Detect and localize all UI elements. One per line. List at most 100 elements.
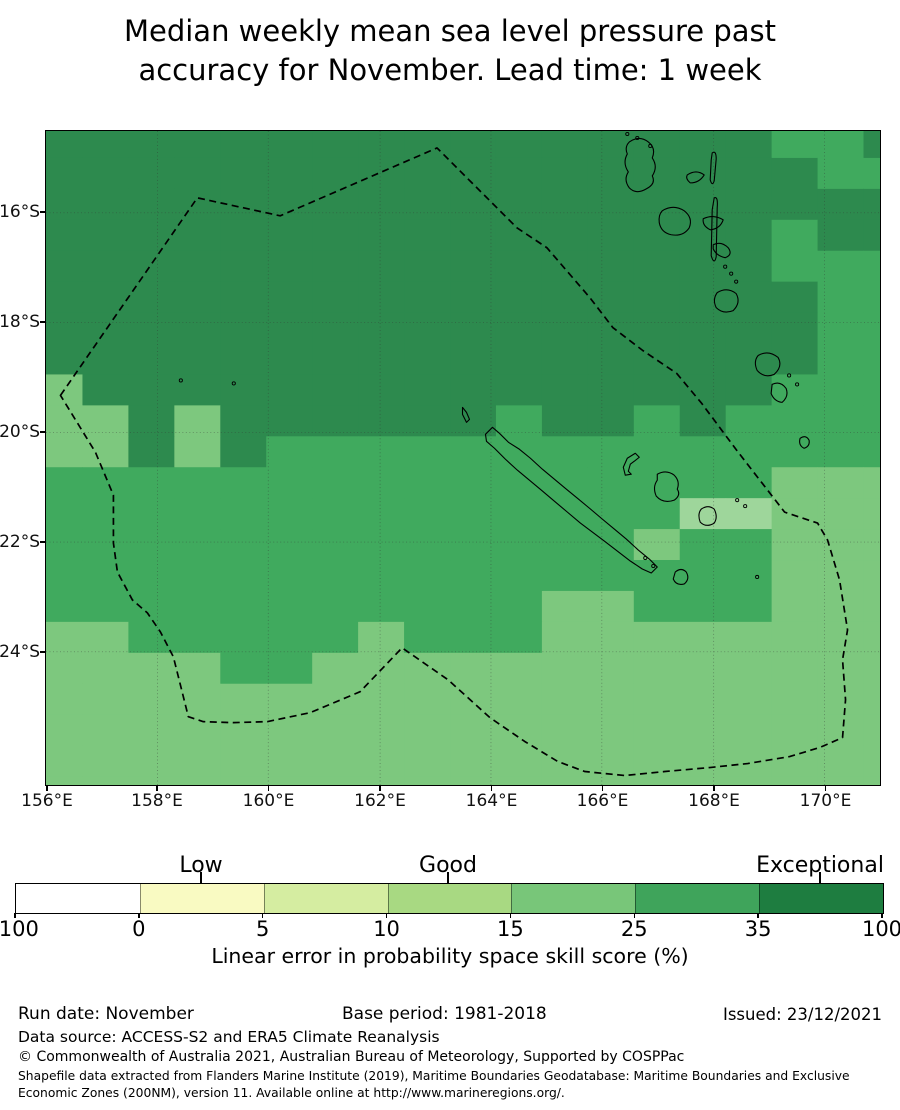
skill-cell [495, 374, 543, 406]
skill-cell [312, 374, 359, 406]
ambrym-island [702, 216, 724, 231]
skill-cell [771, 714, 818, 746]
skill-cell [46, 652, 83, 685]
skill-cell [312, 776, 359, 785]
skill-cell [174, 188, 221, 221]
skill-cell [863, 131, 880, 159]
skill-cell [220, 343, 267, 375]
skill-cell [404, 652, 451, 685]
skill-cell [82, 776, 129, 785]
skill-cell [312, 714, 359, 746]
ouvea-island [622, 452, 640, 476]
skill-cell [817, 590, 864, 623]
skill-cell [82, 714, 129, 746]
skill-cell [174, 312, 221, 344]
colorbar-segment [635, 884, 760, 913]
footer-issued-date: Issued: 23/12/2021 [722, 1005, 882, 1024]
skill-cell [82, 529, 129, 561]
map-panel [45, 130, 881, 786]
skill-cell [404, 405, 451, 437]
skill-cell [817, 281, 864, 313]
skill-cell [863, 498, 880, 530]
skill-cell [82, 374, 129, 406]
skill-cell [587, 621, 635, 654]
skill-cell [46, 560, 83, 592]
skill-cell [128, 560, 175, 592]
skill-cell [771, 374, 818, 406]
skill-cell [220, 714, 267, 746]
skill-cell [633, 281, 681, 313]
skill-cell [46, 621, 83, 654]
skill-cell [266, 405, 313, 437]
skill-cell [82, 405, 129, 437]
skill-cell [266, 131, 313, 159]
skill-cell [220, 131, 267, 159]
skill-cell [450, 745, 497, 777]
skill-cell [817, 374, 864, 406]
skill-cell [312, 131, 359, 159]
skill-cell [863, 312, 880, 344]
lon-tick-label: 168°E [688, 791, 740, 811]
skill-cell [46, 529, 83, 561]
skill-cell [725, 652, 773, 685]
skill-cell [587, 714, 635, 746]
skill-cell [771, 683, 818, 716]
lon-tick-label: 160°E [242, 791, 295, 811]
colorbar-tick [509, 913, 512, 918]
skill-cell [266, 714, 313, 746]
skill-cell [220, 374, 267, 406]
skill-cell [128, 714, 175, 746]
skill-cell [450, 467, 497, 499]
skill-cell [725, 250, 773, 283]
skill-cell [771, 188, 818, 221]
lat-tick-label: 22°S [0, 532, 40, 552]
lon-tick [490, 786, 493, 791]
skill-cell [725, 405, 773, 437]
colorbar-segment [511, 884, 636, 913]
skill-cell [587, 590, 635, 623]
skill-cell [725, 467, 773, 499]
skill-cell [541, 312, 589, 344]
skill-cell [725, 374, 773, 406]
skill-cell [404, 281, 451, 313]
skill-cell [817, 714, 864, 746]
skill-cell [404, 776, 451, 785]
islet-dot [178, 378, 183, 383]
skill-cell [633, 498, 681, 530]
lon-tick [46, 786, 48, 791]
skill-cell [679, 281, 727, 313]
skill-cell [725, 498, 773, 530]
colorbar [15, 883, 884, 914]
skill-cell [404, 498, 451, 530]
skill-cell [404, 683, 451, 716]
skill-cell [633, 157, 681, 190]
skill-cell [495, 188, 543, 221]
skill-cell [587, 560, 635, 592]
skill-cell [266, 219, 313, 252]
skill-cell [128, 405, 175, 437]
skill-cell [725, 343, 773, 375]
colorbar-segment [387, 884, 512, 913]
skill-cell [679, 250, 727, 283]
skill-cell [266, 652, 313, 685]
skill-cell [679, 312, 727, 344]
skill-cell [863, 652, 880, 685]
skill-cell [495, 590, 543, 623]
skill-cell [495, 745, 543, 777]
skill-cell [220, 652, 267, 685]
skill-cell [358, 281, 405, 313]
skill-cell [817, 343, 864, 375]
skill-cell [863, 436, 880, 468]
skill-cell [679, 745, 727, 777]
skill-cell [541, 745, 589, 777]
skill-cell [174, 590, 221, 623]
skill-cell [633, 131, 681, 159]
erromango-island [754, 352, 781, 377]
skill-cell [266, 590, 313, 623]
skill-cell [541, 621, 589, 654]
skill-cell [541, 714, 589, 746]
lon-tick [713, 786, 715, 791]
skill-cell [863, 529, 880, 561]
skill-cell [46, 312, 83, 344]
skill-cell [266, 745, 313, 777]
